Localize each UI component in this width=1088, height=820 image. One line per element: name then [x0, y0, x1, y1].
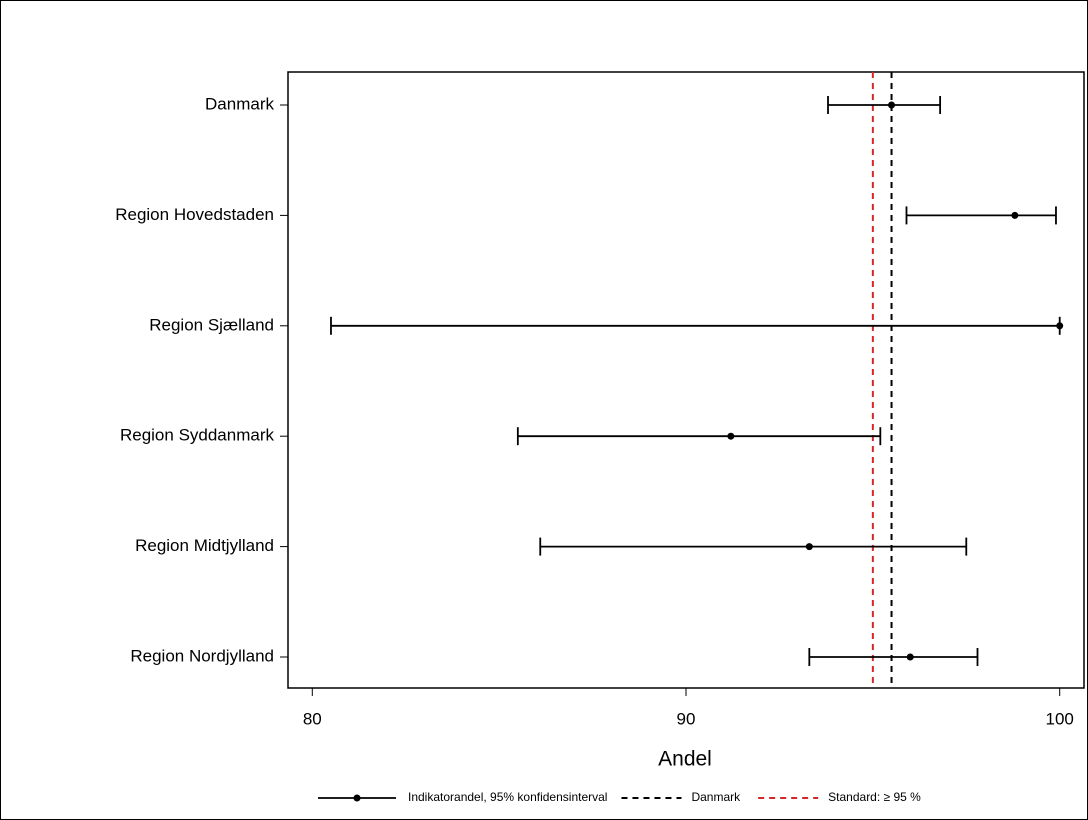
x-axis-label: Andel	[658, 748, 712, 771]
y-tick-label: Region Nordjylland	[130, 646, 274, 665]
point	[888, 101, 896, 109]
point	[1011, 211, 1019, 219]
x-tick-label: 90	[677, 709, 696, 728]
point	[1056, 322, 1064, 330]
legend-marker	[353, 794, 361, 802]
x-tick-label: 80	[303, 709, 322, 728]
y-tick-label: Region Syddanmark	[120, 426, 275, 445]
y-tick-label: Danmark	[205, 94, 274, 113]
legend-label: Standard: ≥ 95 %	[828, 790, 921, 804]
point	[727, 432, 735, 440]
x-tick-label: 100	[1046, 709, 1074, 728]
y-tick-label: Region Hovedstaden	[115, 205, 274, 224]
y-tick-label: Region Midtjylland	[135, 536, 274, 555]
point	[805, 543, 813, 551]
point	[906, 653, 914, 661]
legend-label: Indikatorandel, 95% konfidensinterval	[408, 790, 607, 804]
y-tick-label: Region Sjælland	[149, 315, 274, 334]
legend-label: Danmark	[691, 790, 741, 804]
